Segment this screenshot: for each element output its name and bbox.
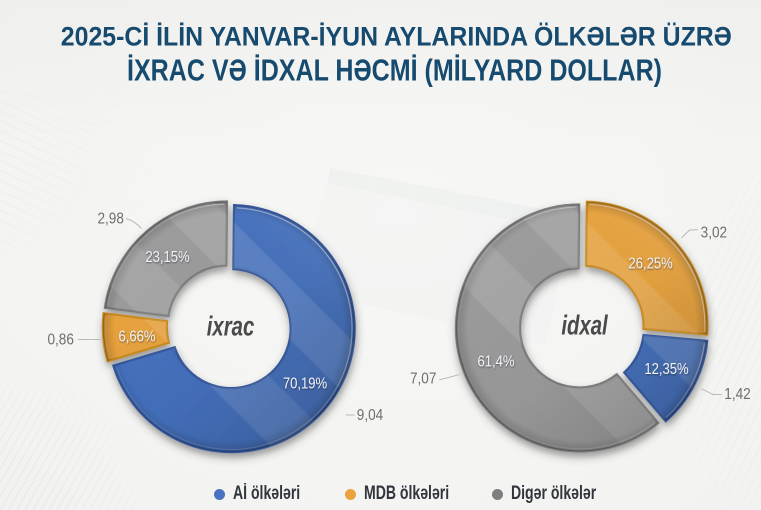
svg-text:3,02: 3,02 — [701, 225, 727, 242]
svg-text:2,98: 2,98 — [97, 210, 123, 227]
svg-text:26,25%: 26,25% — [628, 256, 673, 273]
svg-text:61,4%: 61,4% — [477, 354, 514, 371]
svg-text:idxal: idxal — [561, 311, 608, 342]
svg-text:12,35%: 12,35% — [644, 361, 689, 378]
svg-text:1,42: 1,42 — [724, 386, 750, 403]
svg-text:7,07: 7,07 — [410, 370, 436, 387]
svg-text:2025-Cİ İLİN YANVAR-İYUN AYLAR: 2025-Cİ İLİN YANVAR-İYUN AYLARINDA ÖLKƏL… — [61, 22, 732, 52]
svg-text:9,04: 9,04 — [357, 407, 383, 424]
svg-text:ixrac: ixrac — [207, 311, 255, 342]
svg-text:6,66%: 6,66% — [118, 329, 155, 346]
svg-text:0,86: 0,86 — [47, 332, 73, 349]
svg-text:İXRAC VƏ İDXAL HƏCMİ (MİLYARD: İXRAC VƏ İDXAL HƏCMİ (MİLYARD DOLLAR) — [127, 52, 662, 87]
svg-text:70,19%: 70,19% — [283, 376, 328, 393]
svg-text:23,15%: 23,15% — [145, 249, 190, 266]
